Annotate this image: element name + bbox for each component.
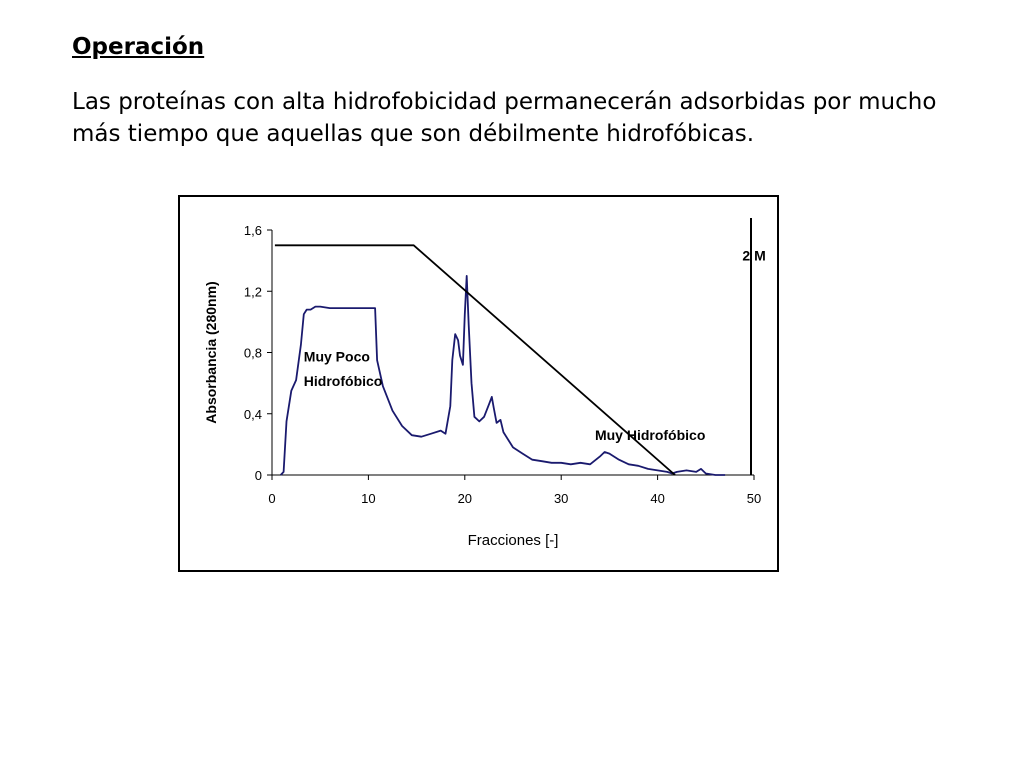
absorbance-line [280, 275, 726, 476]
y-tick-label: 0,4 [244, 407, 262, 422]
y-tick-label: 0 [255, 468, 262, 483]
chart-annotation: Hidrofóbico [304, 373, 383, 389]
x-axis-title: Fracciones [-] [468, 532, 559, 549]
chart-frame: 0 0,4 0,8 1,2 1,6 0 10 20 30 40 50 Muy Poco Hidrofób… [178, 195, 779, 572]
x-tick-label: 20 [458, 491, 472, 506]
chart-annotation: Muy Hidrofóbico [595, 427, 705, 443]
y-tick-label: 1,2 [244, 284, 262, 299]
x-tick-label: 50 [747, 491, 761, 506]
salt-gradient-line [274, 244, 676, 476]
y-tick-label: 0,8 [244, 346, 262, 361]
x-tick-label: 0 [268, 491, 275, 506]
x-tick-label: 10 [361, 491, 375, 506]
chromatogram-chart: 0 0,4 0,8 1,2 1,6 0 10 20 30 40 50 Muy Poco Hidrofób… [203, 218, 766, 549]
slide-body-text: Las proteínas con alta hidrofobicidad pe… [72, 89, 937, 147]
chart-marks [274, 218, 752, 476]
y-axis-title: Absorbancia (280nm) [203, 281, 219, 423]
chart-annotation: Muy Poco [304, 349, 370, 365]
y-tick-label: 1,6 [244, 223, 262, 238]
slide-heading: Operación [72, 34, 205, 60]
x-tick-label: 30 [554, 491, 568, 506]
chart-annotation: 2 M [742, 248, 765, 264]
chart-labels: 0 0,4 0,8 1,2 1,6 0 10 20 30 40 50 Muy Poco Hidrofób… [203, 223, 766, 549]
x-tick-label: 40 [650, 491, 664, 506]
